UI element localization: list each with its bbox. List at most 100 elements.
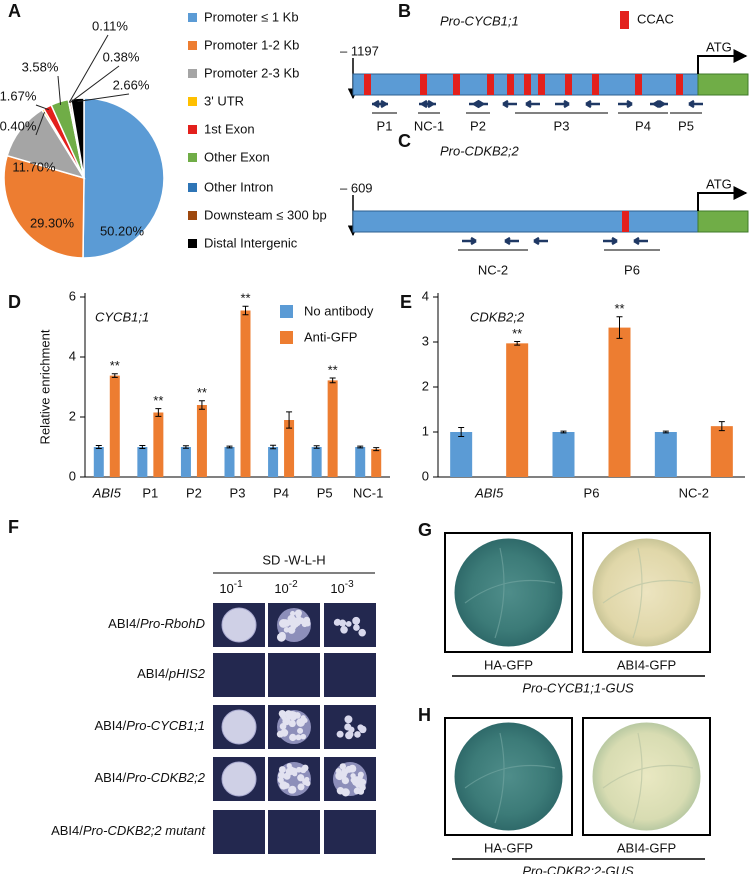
gene-body xyxy=(697,73,749,96)
error-bar xyxy=(514,341,521,346)
pie-label: 0.11% xyxy=(92,18,128,33)
dilution-exponent: -3 xyxy=(345,579,354,590)
error-bar xyxy=(155,408,162,417)
colony xyxy=(289,733,297,742)
ccac-site xyxy=(622,211,629,232)
atg-arrow xyxy=(697,186,748,211)
primer-label: P4 xyxy=(635,118,651,133)
pie-label: 1.67% xyxy=(0,88,37,103)
primer-label: P2 xyxy=(470,118,486,133)
legend-label: Promoter 2-3 Kb xyxy=(204,65,299,80)
bar xyxy=(153,412,164,477)
legend-swatch xyxy=(188,153,197,162)
start-position: – 1197 xyxy=(340,43,379,58)
pie-label: 2.66% xyxy=(113,77,150,92)
primer-arrow xyxy=(653,99,668,109)
bar xyxy=(552,432,575,477)
colony xyxy=(279,633,286,640)
dilution-exponent: -2 xyxy=(289,579,298,590)
y-tick-label: 4 xyxy=(422,288,429,303)
bar xyxy=(240,310,251,477)
colony xyxy=(276,730,284,738)
pie-slice xyxy=(82,97,165,259)
error-bar xyxy=(226,445,233,449)
construct-label: Pro-CYCB1;1-GUS xyxy=(522,680,634,695)
strain-construct: Pro-CYCB1;1 xyxy=(126,718,205,733)
primer-arrow xyxy=(618,99,633,109)
y-axis-label: Relative enrichment xyxy=(37,329,52,444)
legend-swatch xyxy=(188,97,197,106)
colony xyxy=(300,733,307,740)
plate-spot xyxy=(324,653,376,697)
colony xyxy=(279,723,287,730)
leaf-disc xyxy=(592,538,701,647)
leaf-disc xyxy=(592,722,701,831)
dilution-label: 10-1 xyxy=(219,579,243,597)
leaf-vein xyxy=(602,732,694,824)
primer-arrow xyxy=(421,99,436,109)
colony xyxy=(357,771,364,778)
promoter-title: Pro-CDKB2;2 xyxy=(440,143,520,158)
bar xyxy=(710,426,733,477)
legend-label: No antibody xyxy=(304,303,374,318)
error-bar xyxy=(182,445,189,449)
bar xyxy=(268,447,279,477)
colony xyxy=(350,773,356,779)
colony xyxy=(281,619,289,627)
legend-label: Downsteam ≤ 300 bp xyxy=(204,207,327,222)
colony xyxy=(279,712,286,718)
y-tick-label: 3 xyxy=(422,333,429,348)
legend-label: 1st Exon xyxy=(204,121,255,136)
pie-label: 3.58% xyxy=(22,59,59,74)
primer-arrow xyxy=(555,99,570,109)
y-tick-label: 4 xyxy=(69,348,76,363)
colony xyxy=(297,783,305,791)
x-tick-label: P6 xyxy=(584,485,600,500)
primer-label: P5 xyxy=(678,118,694,133)
error-bar xyxy=(95,445,102,449)
primer-arrow xyxy=(633,236,648,246)
x-tick-label: P5 xyxy=(317,485,333,500)
leaf-disc xyxy=(454,722,563,831)
ccac-site xyxy=(507,74,514,95)
colony xyxy=(288,719,296,728)
bar xyxy=(180,447,191,477)
leaf-vein xyxy=(602,547,694,639)
promoter-bar xyxy=(352,210,699,233)
chart-title: CDKB2;2 xyxy=(470,309,525,324)
pie-label: 0.40% xyxy=(0,118,37,133)
legend-swatch xyxy=(188,211,197,220)
colony xyxy=(341,788,350,797)
pie-slice xyxy=(3,154,85,259)
error-bar xyxy=(718,421,725,432)
significance: ** xyxy=(328,362,338,377)
colony xyxy=(295,611,302,618)
bar xyxy=(450,432,473,477)
strain-prefix: ABI4/ xyxy=(94,718,126,733)
leaf-vein xyxy=(464,732,556,824)
bar xyxy=(371,449,382,477)
strain-label: ABI4/Pro-RbohD xyxy=(108,616,205,631)
primer-arrow xyxy=(585,99,600,109)
colony xyxy=(297,727,304,734)
colony xyxy=(350,777,356,783)
x-tick-label: NC-2 xyxy=(679,485,709,500)
dilution-label: 10-3 xyxy=(330,579,354,597)
primer-arrow xyxy=(533,236,548,246)
panel-letter: H xyxy=(418,705,431,725)
colony xyxy=(359,778,367,786)
colony xyxy=(287,626,296,634)
x-tick-label: ABI5 xyxy=(92,485,122,500)
panel-letter: A xyxy=(8,1,21,21)
strain-construct: pHIS2 xyxy=(168,666,206,681)
strain-prefix: ABI4/ xyxy=(94,770,126,785)
error-bar xyxy=(616,316,623,339)
y-tick-label: 2 xyxy=(69,408,76,423)
error-bar xyxy=(139,445,146,449)
y-tick-label: 0 xyxy=(422,468,429,483)
legend-label: CCAC xyxy=(637,11,674,26)
x-tick-label: P4 xyxy=(273,485,289,500)
error-bar xyxy=(560,430,567,434)
